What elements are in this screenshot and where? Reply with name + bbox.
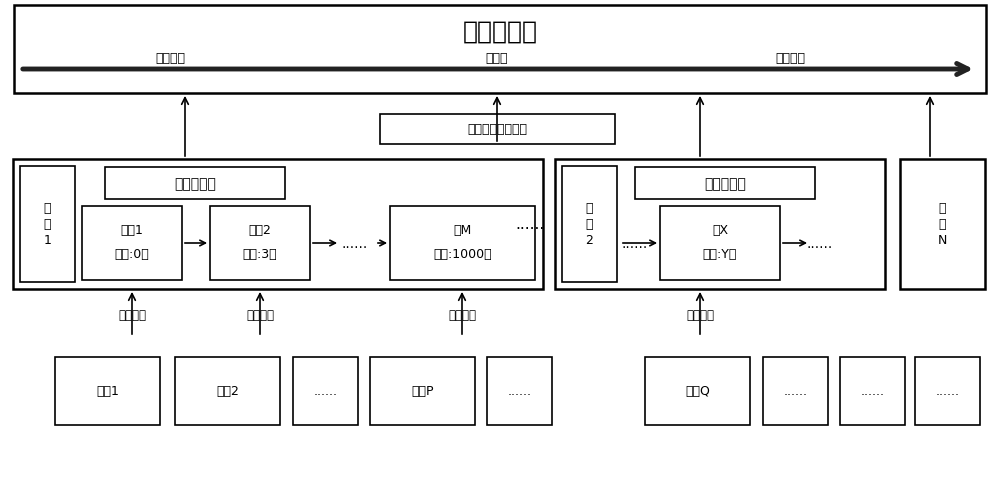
Text: 事M: 事M xyxy=(453,224,472,237)
Bar xyxy=(555,160,885,289)
Bar xyxy=(13,160,543,289)
Text: 模型1: 模型1 xyxy=(96,385,119,398)
Bar xyxy=(293,357,358,425)
Text: 线
程
2: 线 程 2 xyxy=(586,202,593,247)
Text: 时间管理器: 时间管理器 xyxy=(462,20,538,44)
Bar xyxy=(55,357,160,425)
Bar xyxy=(380,115,615,145)
Bar xyxy=(840,357,905,425)
Bar xyxy=(915,357,980,425)
Text: ......: ...... xyxy=(784,385,808,398)
Text: 事X: 事X xyxy=(712,224,728,237)
Bar xyxy=(635,167,815,199)
Text: 提交事件: 提交事件 xyxy=(118,309,146,322)
Bar xyxy=(20,166,75,283)
Text: 仿真开始: 仿真开始 xyxy=(155,51,185,64)
Text: 时间线: 时间线 xyxy=(486,51,508,64)
Text: ......: ...... xyxy=(622,237,648,251)
Bar xyxy=(763,357,828,425)
Text: ......: ...... xyxy=(936,385,960,398)
Text: 事件2: 事件2 xyxy=(249,224,271,237)
Text: 线
程
1: 线 程 1 xyxy=(44,202,51,247)
Text: ......: ...... xyxy=(807,237,833,251)
Text: ......: ...... xyxy=(508,385,532,398)
Text: 提交事件: 提交事件 xyxy=(448,309,476,322)
Text: 模型2: 模型2 xyxy=(216,385,239,398)
Bar xyxy=(105,167,285,199)
Text: 提交事件: 提交事件 xyxy=(246,309,274,322)
Text: 事件管理器: 事件管理器 xyxy=(174,177,216,191)
Bar xyxy=(900,160,985,289)
Bar xyxy=(175,357,280,425)
Text: ......: ...... xyxy=(314,385,338,398)
Bar xyxy=(562,166,617,283)
Text: 时间:1000秒: 时间:1000秒 xyxy=(433,248,492,261)
Text: 仿真结束: 仿真结束 xyxy=(775,51,805,64)
Text: 线
程
N: 线 程 N xyxy=(938,202,947,247)
Text: 模型P: 模型P xyxy=(411,385,434,398)
Bar xyxy=(210,207,310,280)
Text: 模型Q: 模型Q xyxy=(685,385,710,398)
Text: ......: ...... xyxy=(860,385,885,398)
Bar xyxy=(390,207,535,280)
Text: 时间:0秒: 时间:0秒 xyxy=(115,248,149,261)
Bar xyxy=(14,6,986,94)
Bar xyxy=(660,207,780,280)
Text: 事件1: 事件1 xyxy=(121,224,143,237)
Bar xyxy=(82,207,182,280)
Text: 提交事件: 提交事件 xyxy=(686,309,714,322)
Bar xyxy=(487,357,552,425)
Text: 事件管理器: 事件管理器 xyxy=(704,177,746,191)
Bar xyxy=(645,357,750,425)
Text: ......: ...... xyxy=(342,237,368,251)
Text: 时间:3秒: 时间:3秒 xyxy=(243,248,277,261)
Text: ......: ...... xyxy=(515,217,545,232)
Text: 请求仿真时间推进: 请求仿真时间推进 xyxy=(468,123,528,136)
Text: 时间:Y秒: 时间:Y秒 xyxy=(703,248,737,261)
Bar xyxy=(370,357,475,425)
